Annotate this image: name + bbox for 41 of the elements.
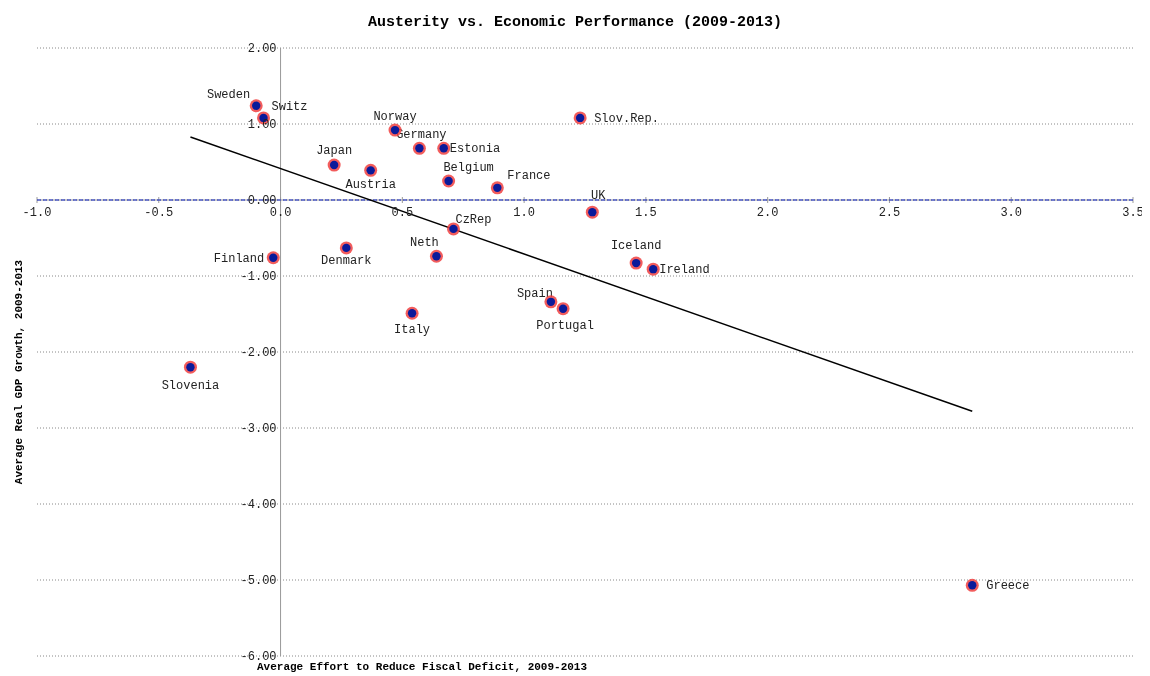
chart-title: Austerity vs. Economic Performance (2009-2013): [367, 14, 783, 31]
annotation: Japan: [316, 144, 353, 159]
y-tick-label: -2.00: [240, 346, 277, 360]
annotation: Neth: [410, 236, 439, 251]
x-tick-label: -1.0: [22, 206, 52, 220]
y-tick-label: -5.00: [240, 574, 277, 588]
annotation: Spain: [516, 286, 553, 301]
annotation: Norway: [373, 110, 417, 125]
x-tick-label: 3.0: [1000, 206, 1023, 220]
annotation: Estonia: [449, 142, 501, 157]
annotation: Denmark: [321, 253, 372, 268]
y-tick-label: -1.00: [240, 270, 277, 284]
x-tick-label: 1.0: [513, 206, 535, 220]
x-tick-label: 0.0: [269, 206, 292, 220]
annotation: UK: [591, 189, 607, 204]
annotation: Finland: [213, 251, 265, 266]
annotation: CzRep: [455, 212, 492, 227]
annotation: Iceland: [610, 239, 662, 254]
y-tick-label: -3.00: [240, 422, 277, 436]
annotation: Portugal: [536, 318, 594, 333]
y-tick-label: -6.00: [240, 650, 277, 664]
annotation: Slov.Rep.: [594, 111, 659, 126]
annotation: Slovenia: [161, 379, 220, 394]
y-tick-label: 1.00: [247, 118, 277, 132]
annotation: Belgium: [443, 161, 494, 175]
annotation: France: [507, 168, 551, 183]
y-tick-label: -4.00: [240, 498, 277, 512]
annotation: Sweden: [206, 87, 251, 102]
x-tick-label: 1.5: [635, 206, 657, 220]
annotation: Italy: [394, 323, 431, 338]
y-axis-title: Average Real GDP Growth, 2009-2013: [13, 259, 25, 485]
x-tick-label: 2.0: [756, 206, 779, 220]
y-tick-label: 2.00: [247, 42, 277, 56]
annotation: Greece: [986, 579, 1030, 594]
annotation: Germany: [396, 128, 447, 143]
annotation: Ireland: [659, 263, 710, 278]
x-axis-title: Average Effort to Reduce Fiscal Deficit, 2009-2013: [257, 661, 588, 673]
x-tick-label: -0.5: [144, 206, 174, 220]
annotation: Austria: [345, 178, 396, 193]
x-tick-label: 2.5: [878, 206, 901, 220]
annotation: Switz: [271, 99, 308, 114]
